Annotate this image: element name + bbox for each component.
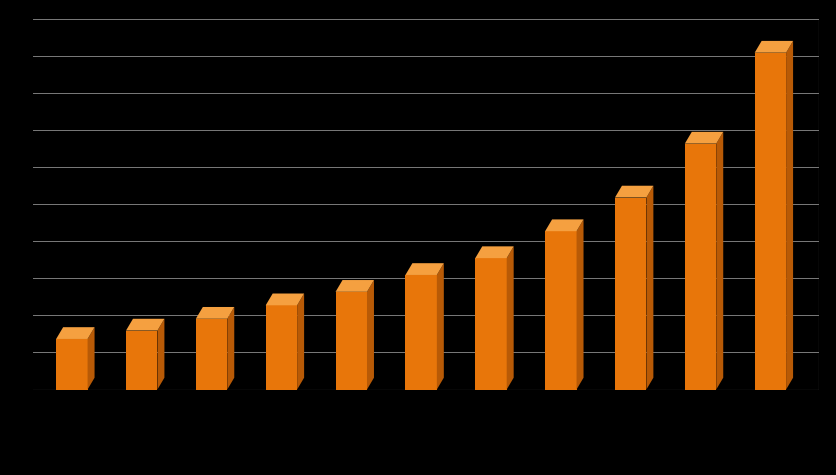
Polygon shape xyxy=(786,41,793,390)
Polygon shape xyxy=(437,263,444,390)
Bar xyxy=(615,198,646,390)
Polygon shape xyxy=(716,132,723,390)
Polygon shape xyxy=(335,280,374,292)
Bar xyxy=(405,275,437,390)
Bar xyxy=(755,53,786,390)
Bar xyxy=(475,258,507,390)
Polygon shape xyxy=(126,319,165,331)
Bar xyxy=(545,231,577,390)
Polygon shape xyxy=(545,219,584,231)
Polygon shape xyxy=(685,132,723,143)
Polygon shape xyxy=(615,186,654,198)
Bar xyxy=(266,305,297,390)
Bar xyxy=(56,339,88,390)
Polygon shape xyxy=(367,280,374,390)
Polygon shape xyxy=(646,186,654,390)
Bar xyxy=(685,143,716,390)
Polygon shape xyxy=(577,219,584,390)
Polygon shape xyxy=(755,41,793,53)
Polygon shape xyxy=(507,247,513,390)
Polygon shape xyxy=(227,307,234,390)
Polygon shape xyxy=(266,294,304,305)
Polygon shape xyxy=(88,327,94,390)
Polygon shape xyxy=(157,319,165,390)
Bar xyxy=(335,292,367,389)
Polygon shape xyxy=(297,294,304,390)
Bar xyxy=(196,319,227,390)
Bar xyxy=(126,331,157,389)
Polygon shape xyxy=(196,307,234,319)
Polygon shape xyxy=(475,247,513,258)
Polygon shape xyxy=(56,327,94,339)
Polygon shape xyxy=(405,263,444,275)
